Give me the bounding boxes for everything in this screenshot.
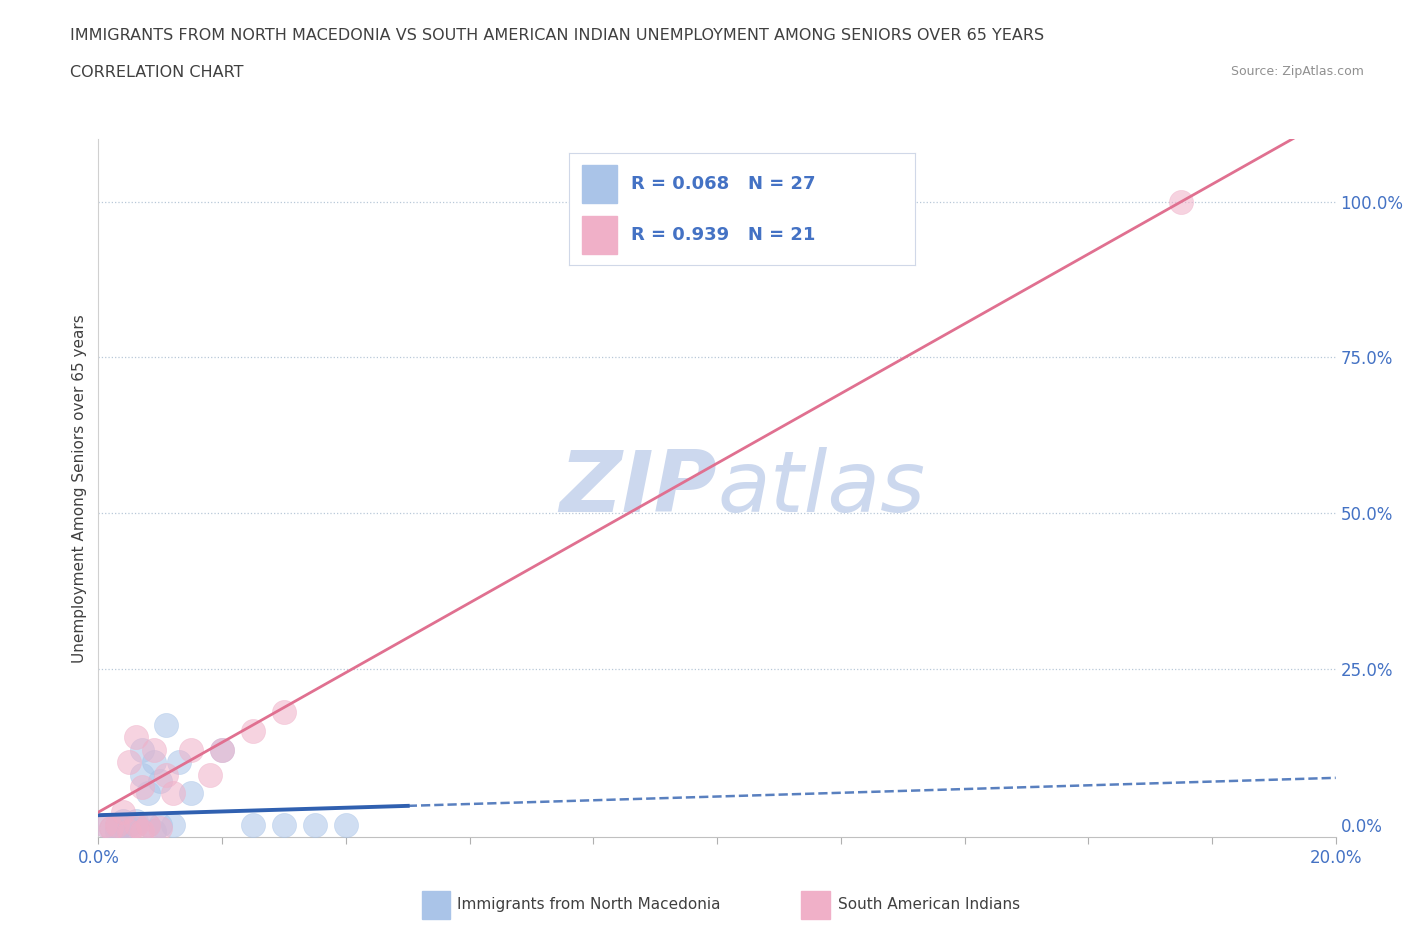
Point	[180, 786, 202, 801]
Point	[124, 817, 146, 832]
Point	[143, 755, 166, 770]
Point	[131, 779, 153, 794]
Point	[112, 804, 135, 819]
Point	[105, 817, 128, 832]
Point	[93, 817, 115, 832]
Point	[1170, 194, 1192, 209]
Y-axis label: Unemployment Among Seniors over 65 years: Unemployment Among Seniors over 65 years	[72, 314, 87, 662]
Text: atlas: atlas	[717, 446, 925, 530]
Point	[100, 820, 122, 835]
Text: CORRELATION CHART: CORRELATION CHART	[70, 65, 243, 80]
Point	[105, 817, 128, 832]
Point	[136, 817, 159, 832]
Point	[124, 730, 146, 745]
Point	[136, 817, 159, 832]
Point	[93, 817, 115, 832]
Text: IMMIGRANTS FROM NORTH MACEDONIA VS SOUTH AMERICAN INDIAN UNEMPLOYMENT AMONG SENI: IMMIGRANTS FROM NORTH MACEDONIA VS SOUTH…	[70, 28, 1045, 43]
Point	[124, 814, 146, 829]
Point	[273, 817, 295, 832]
Point	[149, 774, 172, 789]
Text: ZIP: ZIP	[560, 446, 717, 530]
Text: South American Indians: South American Indians	[838, 897, 1021, 912]
Point	[242, 817, 264, 832]
Point	[167, 755, 190, 770]
Point	[112, 814, 135, 829]
Point	[118, 817, 141, 832]
Point	[155, 767, 177, 782]
Point	[162, 817, 184, 832]
Point	[131, 742, 153, 757]
Point	[304, 817, 326, 832]
Text: Immigrants from North Macedonia: Immigrants from North Macedonia	[457, 897, 720, 912]
Point	[118, 823, 141, 838]
Point	[131, 823, 153, 838]
Point	[211, 742, 233, 757]
Point	[143, 823, 166, 838]
Point	[112, 817, 135, 832]
Point	[335, 817, 357, 832]
Text: Source: ZipAtlas.com: Source: ZipAtlas.com	[1230, 65, 1364, 78]
Point	[211, 742, 233, 757]
Point	[118, 820, 141, 835]
Point	[100, 820, 122, 835]
Point	[149, 817, 172, 832]
Point	[131, 767, 153, 782]
Point	[105, 823, 128, 838]
Point	[149, 820, 172, 835]
Point	[136, 786, 159, 801]
Point	[155, 717, 177, 732]
Point	[198, 767, 221, 782]
Point	[162, 786, 184, 801]
Point	[242, 724, 264, 738]
Point	[124, 817, 146, 832]
Point	[273, 705, 295, 720]
Point	[118, 755, 141, 770]
Point	[180, 742, 202, 757]
Point	[143, 742, 166, 757]
